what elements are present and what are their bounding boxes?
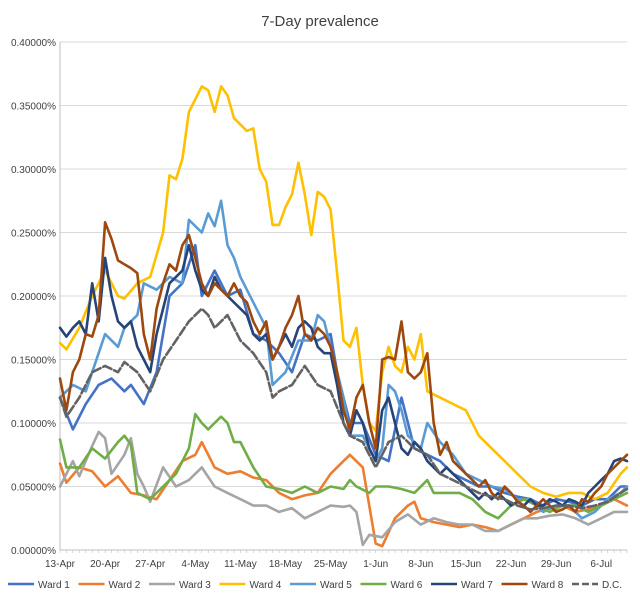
x-tick-label: 25-May — [314, 559, 347, 570]
legend-label: Ward 2 — [109, 580, 141, 591]
legend-label: Ward 5 — [320, 580, 352, 591]
x-tick-label: 27-Apr — [135, 559, 166, 570]
y-tick-label: 0.00000% — [11, 546, 56, 557]
y-tick-label: 0.35000% — [11, 102, 56, 113]
legend-label: Ward 8 — [532, 580, 564, 591]
y-tick-label: 0.05000% — [11, 483, 56, 494]
x-tick-label: 6-Jul — [590, 559, 612, 570]
y-tick-label: 0.30000% — [11, 165, 56, 176]
chart-title: 7-Day prevalence — [261, 13, 379, 30]
x-tick-label: 18-May — [269, 559, 302, 570]
x-tick-label: 8-Jun — [408, 559, 433, 570]
x-tick-label: 20-Apr — [90, 559, 121, 570]
legend-label: D.C. — [602, 580, 622, 591]
y-tick-label: 0.40000% — [11, 38, 56, 49]
gridlines — [60, 41, 627, 487]
series-line-ward-2 — [58, 440, 629, 548]
x-tick-label: 11-May — [224, 559, 257, 570]
legend-label: Ward 6 — [391, 580, 423, 591]
legend-label: Ward 4 — [250, 580, 282, 591]
y-tick-label: 0.20000% — [11, 292, 56, 303]
y-tick-label: 0.25000% — [11, 229, 56, 240]
y-tick-label: 0.10000% — [11, 419, 56, 430]
legend: Ward 1 Ward 2 Ward 3 Ward 4 Ward 5 Ward 6 Ward… — [8, 580, 622, 591]
x-axis-ticks: 13-Apr 20-Apr 27-Apr 4-May 11-May 18-May 25-Ma… — [45, 550, 628, 570]
y-axis-ticks: 0.00000% 0.05000% 0.10000% 0.15000% 0.20000%… — [11, 38, 56, 557]
legend-label: Ward 7 — [461, 580, 493, 591]
series-lines — [58, 85, 629, 548]
series-line-ward-4 — [58, 85, 629, 501]
x-tick-label: 15-Jun — [451, 559, 482, 570]
x-tick-label: 22-Jun — [496, 559, 527, 570]
x-tick-label: 4-May — [181, 559, 209, 570]
legend-label: Ward 3 — [179, 580, 211, 591]
x-tick-label: 1-Jun — [363, 559, 388, 570]
x-tick-label: 29-Jun — [541, 559, 572, 570]
x-tick-label: 13-Apr — [45, 559, 76, 570]
legend-label: Ward 1 — [38, 580, 70, 591]
series-line-ward-6 — [58, 412, 629, 520]
series-line-ward-3 — [58, 430, 629, 547]
series-line-d-c — [58, 307, 629, 511]
y-tick-label: 0.15000% — [11, 356, 56, 367]
series-line-ward-8 — [58, 221, 629, 514]
